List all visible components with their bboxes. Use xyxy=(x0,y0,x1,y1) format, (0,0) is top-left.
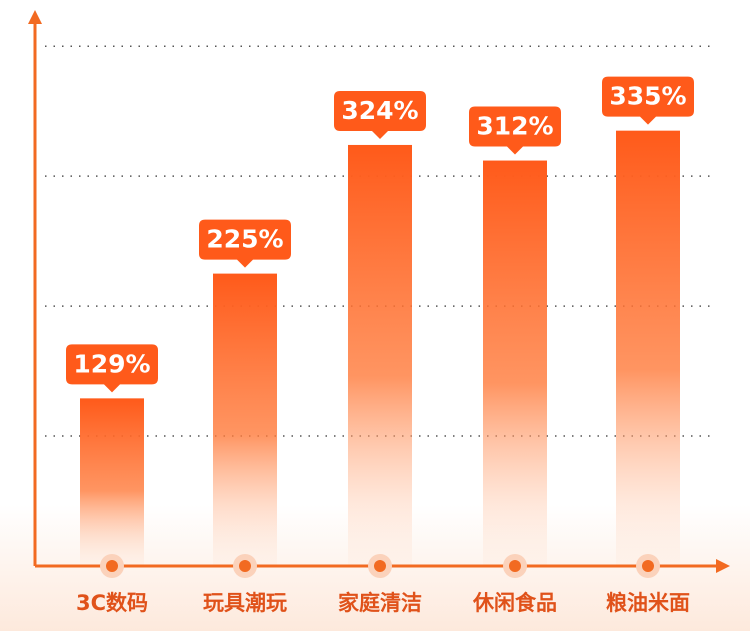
bar xyxy=(616,130,680,566)
value-callout xyxy=(66,344,158,393)
x-tick-label: 休闲食品 xyxy=(472,591,557,615)
value-label: 335% xyxy=(609,82,686,111)
x-tick-label: 玩具潮玩 xyxy=(203,591,287,615)
category-dot xyxy=(106,560,118,572)
value-label: 129% xyxy=(73,349,150,378)
bar xyxy=(348,144,412,567)
x-tick-label: 家庭清洁 xyxy=(338,591,422,615)
value-callout xyxy=(469,106,561,155)
value-label: 225% xyxy=(206,225,283,254)
value-callout xyxy=(199,219,291,268)
bar xyxy=(483,160,547,566)
category-dot xyxy=(239,560,251,572)
value-callout xyxy=(334,90,426,139)
value-label: 324% xyxy=(341,96,418,125)
category-dot xyxy=(642,560,654,572)
x-tick-label: 3C数码 xyxy=(76,591,148,615)
x-tick-label: 粮油米面 xyxy=(606,591,690,615)
category-dot xyxy=(509,560,521,572)
category-dot xyxy=(374,560,386,572)
y-axis-arrow xyxy=(28,10,42,24)
bar xyxy=(213,273,277,566)
value-label: 312% xyxy=(476,112,553,141)
x-axis-arrow xyxy=(716,559,730,573)
bar xyxy=(80,398,144,566)
value-callout xyxy=(602,76,694,125)
